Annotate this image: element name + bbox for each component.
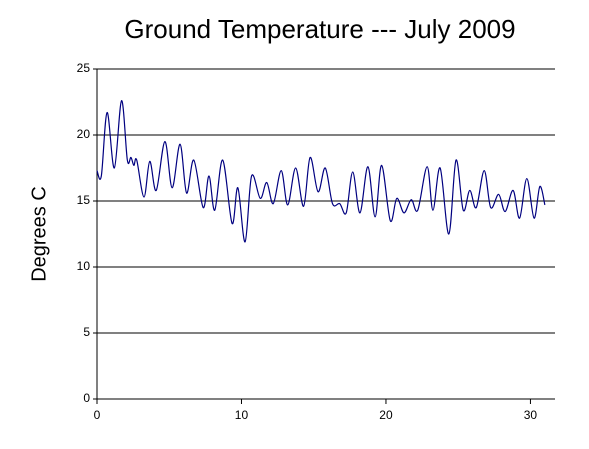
- x-tick-label: 30: [524, 408, 538, 422]
- x-tick-label: 10: [235, 408, 249, 422]
- y-axis-label: Degrees C: [28, 186, 50, 282]
- data-line: [96, 100, 546, 243]
- x-tick-label: 20: [379, 408, 393, 422]
- x-tick-label: 0: [94, 408, 101, 422]
- y-tick-label: 15: [77, 193, 91, 207]
- y-tick-label: 10: [77, 259, 91, 273]
- y-tick-label: 25: [77, 61, 91, 75]
- y-tick-label: 0: [83, 391, 90, 405]
- y-tick-label: 20: [77, 127, 91, 141]
- chart-title: Ground Temperature --- July 2009: [124, 14, 515, 44]
- y-tick-label: 5: [83, 325, 90, 339]
